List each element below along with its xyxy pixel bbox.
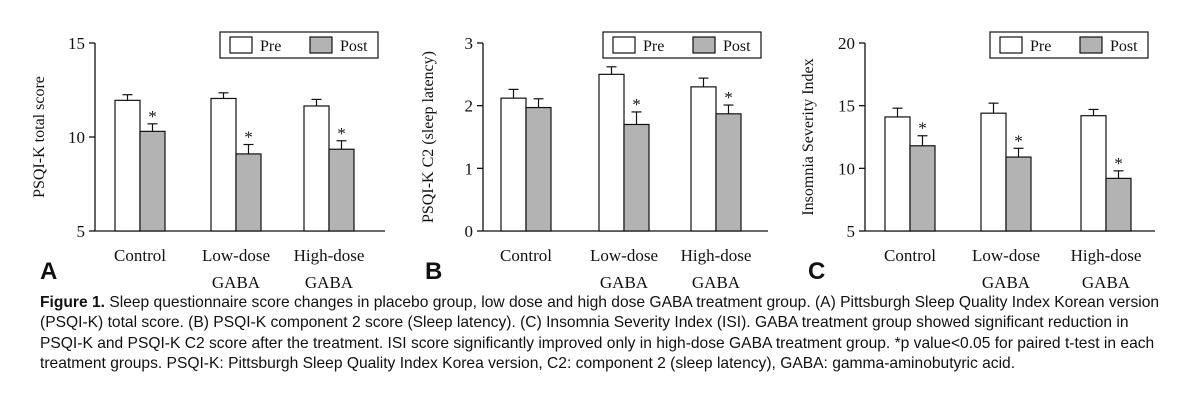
x-tick-label: GABA [1082,273,1131,290]
bar-pre [114,99,141,232]
bar-pre [598,73,625,232]
bar-pre [210,97,237,232]
panel-letter: C [808,258,825,285]
y-axis-label: Insomnia Severity Index [800,58,817,215]
x-tick-label: Control [884,246,936,265]
x-tick-label: Low-dose [202,246,270,265]
panel-letter: A [40,258,57,285]
bar-post [328,148,355,232]
bar-pre [303,105,330,232]
chart-panel-c: 5 10 15 20 Insomnia Severity Index * Control * L… [800,31,1155,290]
x-tick-label: High-dose [1071,246,1142,265]
significance-mark: * [148,107,157,126]
legend-label-post: Post [1110,38,1138,55]
x-tick-label: High-dose [294,246,365,265]
legend: Pre Post [219,31,379,59]
y-tick-label: 10 [838,159,855,178]
y-tick-label: 2 [465,97,474,116]
y-axis-label: PSQI-K C2 (sleep latency) [420,51,437,223]
y-tick-label: 1 [465,159,474,178]
x-tick-label: Low-dose [972,246,1040,265]
bar-post [139,130,166,232]
chart-panel-a: 5 10 15 PSQI-K total score * Control * Low-dose… [31,31,385,290]
legend-swatch-pre [229,36,253,54]
legend-label-pre: Pre [643,38,664,55]
caption-text: Sleep questionnaire score changes in pla… [40,294,1160,373]
legend-label-pre: Pre [1030,38,1051,55]
x-tick-label: GABA [212,273,261,290]
y-tick-label: 20 [838,34,855,53]
caption-label: Figure 1. [40,294,105,311]
legend: Pre Post [602,31,762,59]
y-tick-label: 0 [465,222,474,241]
bar-pre [884,116,911,232]
bar-pre [980,112,1007,232]
bar-pre [1080,115,1107,232]
figure-caption: Figure 1. Sleep questionnaire score chan… [40,293,1175,375]
bar-pre [500,97,527,232]
significance-mark: * [337,124,346,143]
significance-mark: * [724,88,733,107]
legend-label-post: Post [340,38,368,55]
legend-label-pre: Pre [260,38,281,55]
bar-post [909,145,936,232]
x-tick-label: Control [500,246,552,265]
x-tick-label: GABA [305,273,354,290]
y-tick-label: 3 [465,34,474,53]
x-tick-label: Control [114,246,166,265]
bar-pre [690,86,717,232]
significance-mark: * [1114,154,1123,173]
legend-box [989,31,1149,59]
legend-label-post: Post [723,38,751,55]
bar-post [715,113,742,232]
legend-swatch-pre [612,36,636,54]
bar-post [525,106,552,232]
panel-letter: B [425,258,442,285]
bar-post [1005,156,1032,232]
significance-mark: * [244,128,253,147]
chart-panel-b: 0 1 2 3 PSQI-K C2 (sleep latency) Control * Low… [420,31,768,290]
legend: Pre Post [989,31,1149,59]
bar-post [623,123,650,232]
significance-mark: * [1014,131,1023,150]
y-tick-label: 10 [68,128,85,147]
x-tick-label: High-dose [681,246,752,265]
bar-post [235,153,262,232]
x-tick-label: Low-dose [590,246,658,265]
x-tick-label: GABA [982,273,1031,290]
y-tick-label: 5 [847,222,856,241]
significance-mark: * [632,95,641,114]
legend-swatch-post [1079,36,1103,54]
y-axis-label: PSQI-K total score [31,76,48,198]
legend-swatch-pre [999,36,1023,54]
legend-swatch-post [309,36,333,54]
legend-swatch-post [692,36,716,54]
x-tick-label: GABA [692,273,741,290]
y-tick-label: 5 [77,222,86,241]
y-tick-label: 15 [68,34,85,53]
y-tick-label: 15 [838,97,855,116]
significance-mark: * [918,119,927,138]
x-tick-label: GABA [600,273,649,290]
bar-post [1105,177,1132,232]
